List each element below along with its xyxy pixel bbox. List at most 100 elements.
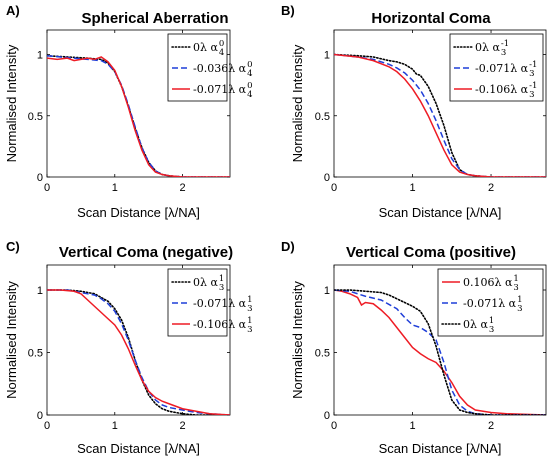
legend-coefficient: 0λ α — [193, 41, 218, 54]
legend-coefficient: 0λ α — [463, 318, 488, 331]
y-axis-label: Normalised Intensity — [290, 281, 305, 399]
legend-entry: 0λ α — [193, 276, 218, 289]
x-tick-label: 1 — [112, 182, 118, 194]
chart-panel: B) Horizontal Coma 0 1 2 0 0.5 1 Scan Distance [… — [281, 3, 547, 220]
series-line — [47, 56, 230, 177]
legend-entry: -0.071λ α — [463, 297, 517, 310]
legend-superscript: 1 — [489, 316, 494, 326]
y-tick-label: 0.5 — [315, 111, 330, 123]
plot-area — [333, 29, 547, 178]
x-tick-label: 2 — [179, 420, 185, 432]
y-tick-label: 0.5 — [315, 348, 330, 360]
panel-letter: A) — [6, 3, 20, 18]
y-tick-label: 0.5 — [28, 348, 43, 360]
legend-coefficient: -0.106λ α — [475, 83, 529, 96]
legend-entry: 0.106λ α — [463, 276, 513, 289]
legend-coefficient: 0.106λ α — [463, 276, 513, 289]
legend-coefficient: -0.071λ α — [463, 297, 517, 310]
legend-superscript: -1 — [529, 60, 537, 70]
panel-letter: C) — [6, 239, 20, 254]
legend-coefficient: 0λ α — [475, 41, 500, 54]
y-tick-label: 1 — [324, 285, 330, 297]
plot-area — [46, 264, 231, 416]
legend-coefficient: -0.071λ α — [193, 83, 247, 96]
legend-superscript: 1 — [247, 316, 252, 326]
legend-subscript: 4 — [247, 69, 252, 79]
x-axis-label: Scan Distance [λ/NA] — [77, 205, 200, 220]
x-axis-label: Scan Distance [λ/NA] — [77, 441, 200, 456]
series-line — [47, 289, 230, 415]
legend-subscript: 4 — [219, 48, 224, 58]
series-line — [334, 289, 546, 415]
legend-coefficient: -0.071λ α — [475, 62, 529, 75]
chart-panel: A) Spherical Aberration 0 1 2 0 0.5 1 Scan Dista… — [4, 3, 253, 220]
plot-area — [46, 29, 231, 178]
legend: 0λ α 13-0.071λ α 13-0.106λ α 13 — [167, 268, 253, 337]
legend-entry: -0.106λ α — [193, 318, 247, 331]
y-tick-label: 1 — [37, 285, 43, 297]
series-line — [47, 289, 230, 415]
legend-subscript: 3 — [529, 69, 534, 79]
y-tick-label: 0 — [324, 172, 330, 184]
x-tick-label: 0 — [44, 182, 50, 194]
y-tick-label: 1 — [37, 50, 43, 62]
x-tick-label: 0 — [44, 420, 50, 432]
x-tick-label: 0 — [331, 420, 337, 432]
legend-superscript: 0 — [247, 81, 252, 91]
legend-superscript: 0 — [247, 60, 252, 70]
chart-title: Horizontal Coma — [371, 10, 491, 27]
legend-entry: 0λ α — [463, 318, 488, 331]
legend-subscript: 4 — [247, 90, 252, 100]
y-axis-label: Normalised Intensity — [290, 44, 305, 162]
panel-letter: B) — [281, 3, 295, 18]
y-tick-label: 0.5 — [28, 111, 43, 123]
legend-subscript: 3 — [489, 325, 494, 335]
series-line — [334, 289, 546, 415]
y-tick-label: 0 — [324, 410, 330, 422]
legend-subscript: 3 — [247, 304, 252, 314]
y-tick-label: 0 — [37, 410, 43, 422]
legend-subscript: 3 — [517, 304, 522, 314]
x-tick-label: 0 — [331, 182, 337, 194]
legend-entry: -0.071λ α — [475, 62, 529, 75]
legend-coefficient: 0λ α — [193, 276, 218, 289]
x-tick-label: 1 — [409, 420, 415, 432]
legend: 0λ α 04-0.036λ α 04-0.071λ α 04 — [167, 33, 253, 102]
chart-panel: C) Vertical Coma (negative) 0 1 2 0 0.5 1 Scan D… — [4, 239, 253, 456]
x-tick-label: 2 — [488, 420, 494, 432]
series-line — [334, 53, 546, 177]
x-tick-label: 1 — [409, 182, 415, 194]
legend-superscript: 0 — [219, 39, 224, 49]
legend-entry: -0.071λ α — [193, 83, 247, 96]
x-tick-label: 2 — [179, 182, 185, 194]
legend-entry: -0.036λ α — [193, 62, 247, 75]
legend-subscript: 3 — [219, 283, 224, 293]
y-tick-label: 1 — [324, 50, 330, 62]
legend-coefficient: -0.071λ α — [193, 297, 247, 310]
legend-subscript: 3 — [513, 283, 518, 293]
legend-coefficient: -0.106λ α — [193, 318, 247, 331]
x-axis-label: Scan Distance [λ/NA] — [379, 205, 502, 220]
chart-title: Vertical Coma (negative) — [59, 244, 233, 261]
legend-subscript: 3 — [501, 48, 506, 58]
legend-entry: -0.071λ α — [193, 297, 247, 310]
legend-superscript: 1 — [247, 295, 252, 305]
legend-subscript: 3 — [529, 90, 534, 100]
legend-superscript: 1 — [517, 295, 522, 305]
legend-superscript: -1 — [501, 39, 509, 49]
plot-area — [333, 264, 547, 416]
legend-entry: 0λ α — [193, 41, 218, 54]
legend-entry: 0λ α — [475, 41, 500, 54]
legend-entry: -0.106λ α — [475, 83, 529, 96]
legend-superscript: 1 — [513, 274, 518, 284]
legend-superscript: -1 — [529, 81, 537, 91]
y-axis-label: Normalised Intensity — [4, 281, 19, 399]
legend-subscript: 3 — [247, 325, 252, 335]
panel-letter: D) — [281, 239, 295, 254]
legend-superscript: 1 — [219, 274, 224, 284]
series-line — [334, 289, 546, 415]
chart-title: Spherical Aberration — [82, 10, 229, 27]
x-axis-label: Scan Distance [λ/NA] — [379, 441, 502, 456]
